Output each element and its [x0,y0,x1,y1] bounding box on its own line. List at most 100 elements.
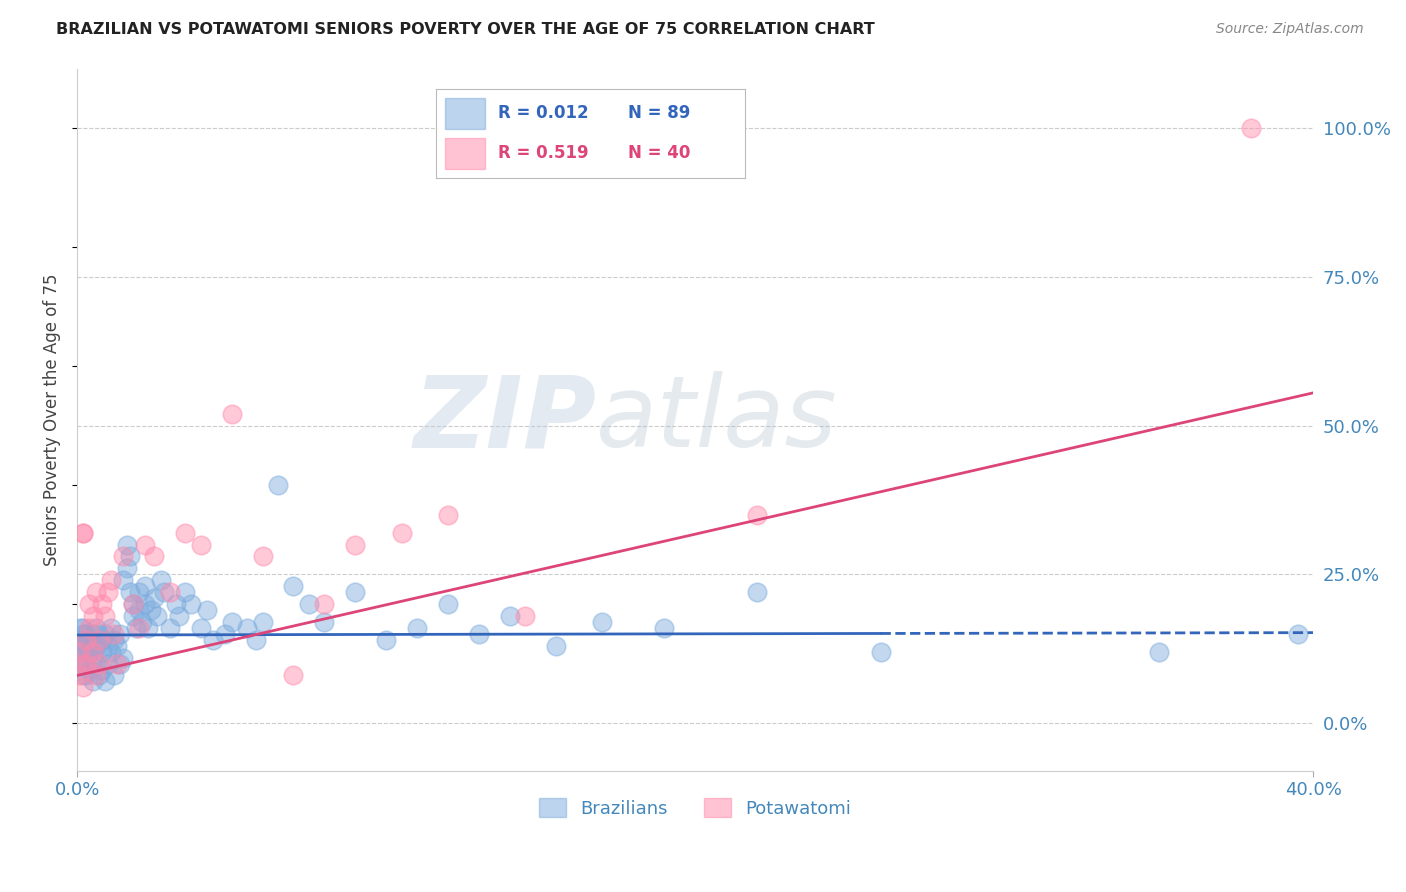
Point [221,615,243,629]
Point [90,663,112,677]
Point [869,645,891,659]
Point [499,609,522,624]
Point [136,621,159,635]
Point [174,585,197,599]
Point [79,632,101,647]
Point [159,585,181,599]
Point [165,597,187,611]
Point [94,674,117,689]
Point [97,585,120,599]
Point [115,561,138,575]
Point [100,574,122,588]
Text: N = 89: N = 89 [627,104,690,122]
Point [72,525,94,540]
Point [103,632,125,647]
Point [118,585,141,599]
Point [82,627,104,641]
Point [75,657,97,671]
Point [174,525,197,540]
Point [84,657,107,671]
Point [84,639,107,653]
Point [283,668,305,682]
Point [546,639,568,653]
Point [146,609,169,624]
Point [221,407,243,421]
Point [69,657,91,671]
Point [82,639,104,653]
Point [245,632,267,647]
Point [283,579,305,593]
Point [143,549,166,564]
Point [103,627,125,641]
Point [375,632,398,647]
Point [112,574,135,588]
Point [100,621,122,635]
Point [69,657,91,671]
Point [67,632,90,647]
Point [214,627,236,641]
Point [121,597,143,611]
Point [72,681,94,695]
Point [592,615,614,629]
Point [1286,627,1309,641]
Point [190,538,212,552]
Point [97,657,120,671]
Point [202,632,225,647]
Point [167,609,190,624]
Point [344,585,367,599]
Point [1147,645,1170,659]
Point [67,668,90,682]
Point [115,538,138,552]
Y-axis label: Seniors Poverty Over the Age of 75: Seniors Poverty Over the Age of 75 [44,273,60,566]
Point [90,597,112,611]
Point [110,627,132,641]
Point [134,579,156,593]
Point [344,538,367,552]
Point [468,627,491,641]
Point [149,574,172,588]
Point [267,478,290,492]
Text: atlas: atlas [596,371,838,468]
Point [72,639,94,653]
Point [90,645,112,659]
Point [128,585,150,599]
Point [118,549,141,564]
Point [69,645,91,659]
Point [87,657,110,671]
Point [152,585,174,599]
Point [110,657,132,671]
Point [314,597,336,611]
Point [745,508,768,522]
Bar [446,138,485,169]
Point [84,621,107,635]
Point [72,668,94,682]
Text: R = 0.012: R = 0.012 [498,104,588,122]
Point [72,621,94,635]
Point [75,632,97,647]
Point [72,525,94,540]
Point [94,609,117,624]
Point [652,621,675,635]
Point [1240,121,1263,136]
Point [75,668,97,682]
Point [87,668,110,682]
Point [195,603,218,617]
Point [94,627,117,641]
Point [84,585,107,599]
Point [134,597,156,611]
Point [82,645,104,659]
Point [128,603,150,617]
Point [69,621,91,635]
Point [75,639,97,653]
Point [82,674,104,689]
Point [112,549,135,564]
Point [134,538,156,552]
Legend: Brazilians, Potawatomi: Brazilians, Potawatomi [531,791,859,825]
Point [105,657,128,671]
Point [75,657,97,671]
Text: N = 40: N = 40 [627,145,690,162]
Text: Source: ZipAtlas.com: Source: ZipAtlas.com [1216,22,1364,37]
Point [252,615,274,629]
Point [437,508,460,522]
Point [69,645,91,659]
